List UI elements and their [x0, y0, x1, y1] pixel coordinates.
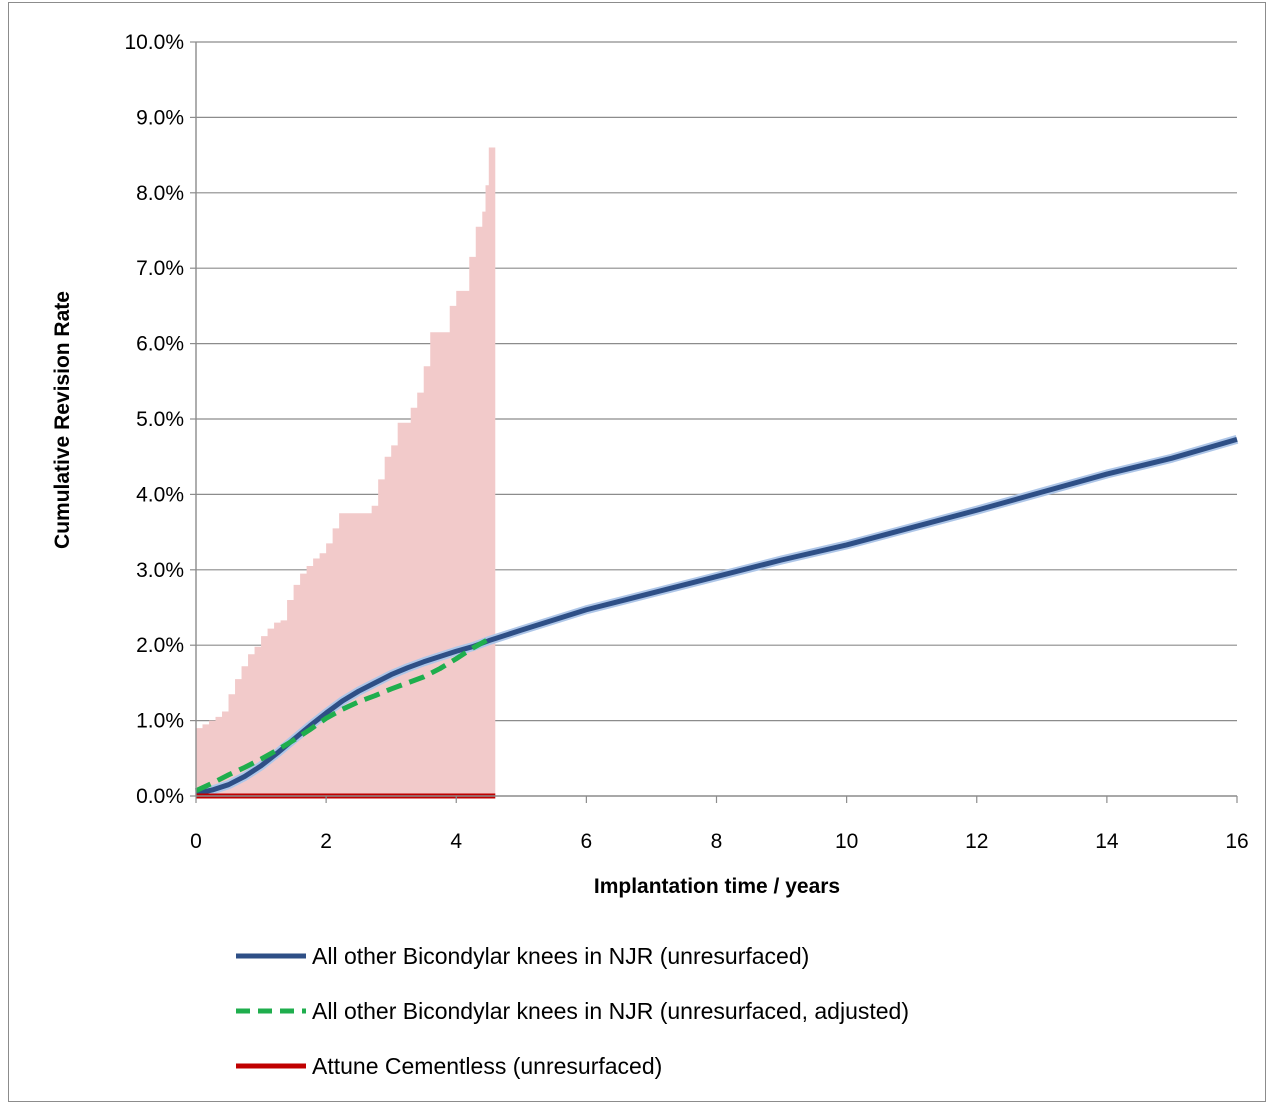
- legend: All other Bicondylar knees in NJR (unres…: [236, 943, 909, 1079]
- y-tick-label: 4.0%: [136, 483, 184, 506]
- x-tick-label: 14: [1095, 830, 1119, 853]
- y-tick-label: 5.0%: [136, 408, 184, 431]
- x-tick-label: 12: [965, 830, 988, 853]
- y-tick-label: 6.0%: [136, 333, 184, 356]
- y-tick-labels: 0.0% 1.0% 2.0% 3.0% 4.0% 5.0% 6.0% 7.0% 8.0% 9.0%…: [124, 31, 184, 808]
- confidence-band: [196, 124, 496, 796]
- series-line-2: [194, 636, 490, 793]
- y-tick-label: 7.0%: [136, 257, 184, 280]
- x-tick-label: 6: [581, 830, 593, 853]
- y-axis-title: Cumulative Revision Rate: [51, 291, 74, 549]
- ci-band-area: [196, 124, 496, 796]
- x-axis-title: Implantation time / years: [594, 875, 840, 898]
- series-line-1: [195, 436, 1238, 797]
- legend-label-2: All other Bicondylar knees in NJR (unres…: [312, 998, 909, 1024]
- y-tick-label: 9.0%: [136, 106, 184, 129]
- x-tick-label: 0: [190, 830, 202, 853]
- y-tick-label: 0.0%: [136, 785, 184, 808]
- legend-label-3: Attune Cementless (unresurfaced): [312, 1053, 662, 1079]
- y-tick-label: 1.0%: [136, 710, 184, 733]
- chart-frame: [8, 2, 1266, 1102]
- x-tick-label: 10: [835, 830, 858, 853]
- x-tick-label: 4: [450, 830, 462, 853]
- legend-label-1: All other Bicondylar knees in NJR (unres…: [312, 943, 809, 969]
- y-tick-label: 2.0%: [136, 634, 184, 657]
- x-tick-label: 8: [711, 830, 723, 853]
- y-tick-label: 8.0%: [136, 182, 184, 205]
- x-tick-label: 2: [320, 830, 332, 853]
- axes: [190, 41, 1238, 803]
- y-tick-label: 3.0%: [136, 559, 184, 582]
- y-tick-label: 10.0%: [124, 31, 184, 54]
- x-tick-labels: 0 2 4 6 8 10 12 14 16: [190, 830, 1249, 853]
- x-tick-label: 16: [1225, 830, 1248, 853]
